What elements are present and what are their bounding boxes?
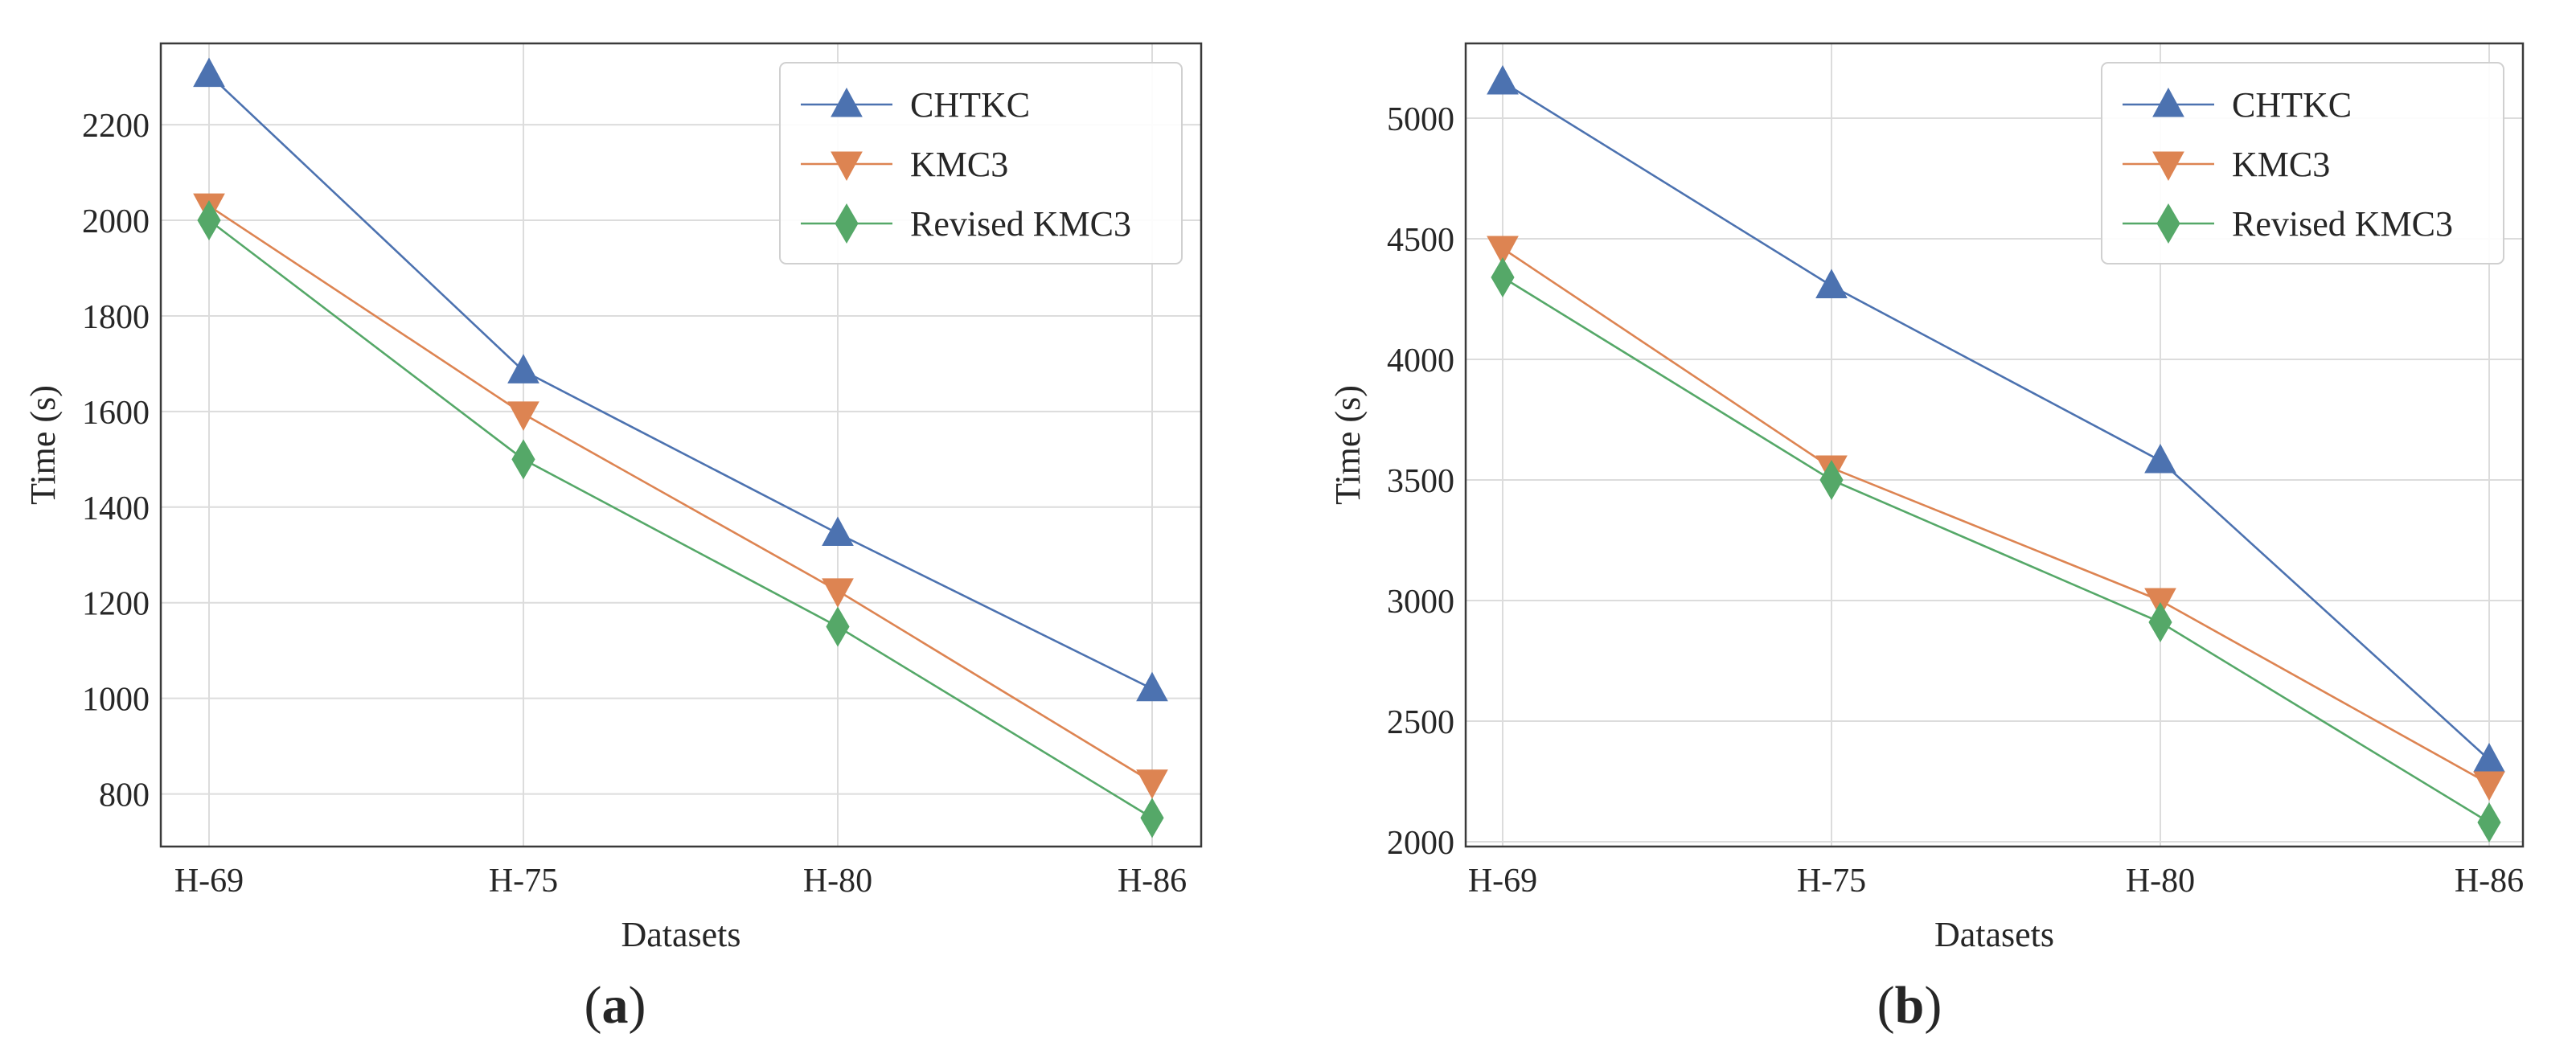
y-tick-label: 2000 [82,203,150,240]
series-line-chtkc [208,73,1153,690]
legend-entry: KMC3 [910,145,1008,184]
y-tick-label: 4500 [1387,222,1454,259]
x-tick-label: H-69 [174,863,244,900]
data-point-revised-kmc3 [2477,802,2501,843]
plot-frame [1464,42,2525,848]
y-tick-label: 2500 [1387,704,1454,741]
legend-marker [2152,87,2184,117]
y-axis-label: Time (s) [23,385,63,505]
data-point-kmc3 [1136,769,1168,799]
plot-frame [159,42,1203,848]
caption-b: (b) [1877,976,1942,1035]
legend-marker [2152,151,2184,182]
x-tick-label: H-86 [2455,863,2524,900]
y-tick-label: 1000 [82,682,150,719]
data-point-revised-kmc3 [826,606,850,647]
x-tick-label: H-86 [1118,863,1187,900]
y-tick-label: 5000 [1387,101,1454,138]
legend-entry: CHTKC [910,85,1030,125]
x-tick-label: H-80 [2126,863,2195,900]
data-point-revised-kmc3 [511,439,535,480]
x-axis-label: Datasets [1934,915,2054,954]
legend-marker [831,87,863,117]
data-point-kmc3 [1487,236,1519,266]
y-tick-label: 1400 [82,490,150,527]
caption-part: ( [1877,976,1895,1035]
legend: CHTKC KMC3 Revised KMC3 [2101,62,2504,264]
y-axis-label: Time (s) [1328,385,1368,505]
y-tick-label: 3500 [1387,463,1454,500]
y-tick-label: 2000 [1387,825,1454,862]
legend-marker [831,151,863,182]
data-point-revised-kmc3 [197,200,221,241]
legend-box [2101,62,2504,264]
chart-panel-b: 2000 2500 3000 3500 4000 4500 5000 H-69 H-75 H-80… [1328,42,2525,954]
data-point-chtkc [507,354,539,383]
caption-part: b [1895,976,1925,1035]
caption-a: (a) [585,976,646,1035]
data-point-kmc3 [507,401,539,431]
x-tick-label: H-69 [1468,863,1537,900]
data-point-kmc3 [822,578,854,608]
x-tick-label: H-80 [803,863,872,900]
data-point-chtkc [1487,64,1519,95]
series-line-kmc3 [208,205,1153,783]
y-tick-label: 1200 [82,586,150,623]
data-point-chtkc [2144,443,2176,474]
x-tick-label: H-75 [489,863,558,900]
series-line-revised-kmc3 [208,219,1153,819]
data-point-revised-kmc3 [1140,798,1164,839]
series-line-chtkc [1502,80,2490,761]
data-point-revised-kmc3 [2148,602,2172,642]
x-tick-label: H-75 [1797,863,1866,900]
legend: CHTKC KMC3 Revised KMC3 [779,62,1183,264]
x-axis-label: Datasets [621,915,740,954]
legend-entry: Revised KMC3 [910,204,1131,244]
legend-box [779,62,1183,264]
y-tick-label: 1600 [82,395,150,432]
legend-marker [2156,203,2180,244]
data-point-chtkc [822,516,854,547]
caption-part: ) [1924,976,1942,1035]
chart-panel-a: 800 1000 1200 1400 1600 1800 2000 2200 H-69 H-75 H… [23,42,1203,954]
y-tick-label: 2200 [82,108,150,145]
data-point-chtkc [1815,269,1848,298]
data-point-kmc3 [2473,771,2505,802]
y-tick-label: 4000 [1387,342,1454,379]
y-tick-label: 1800 [82,299,150,336]
data-point-revised-kmc3 [1491,257,1515,297]
y-tick-label: 800 [99,777,150,814]
caption-part: ( [585,976,602,1035]
series-line-kmc3 [1502,247,2490,785]
legend-entry: Revised KMC3 [2232,204,2453,244]
data-point-revised-kmc3 [1819,460,1844,500]
legend-entry: CHTKC [2232,85,2352,125]
series-line-revised-kmc3 [1502,276,2490,824]
data-point-chtkc [193,57,225,88]
caption-part: a [602,976,629,1035]
caption-part: ) [629,976,646,1035]
data-point-chtkc [1136,671,1168,702]
legend-marker [835,203,859,244]
legend-entry: KMC3 [2232,145,2330,184]
y-tick-label: 3000 [1387,584,1454,621]
